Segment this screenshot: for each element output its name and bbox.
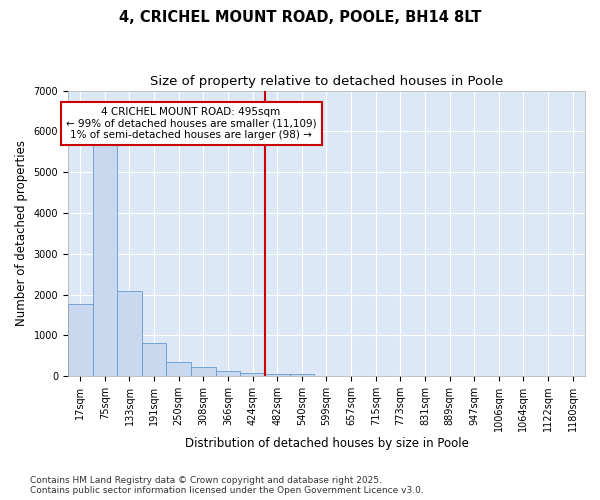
Bar <box>290 374 314 376</box>
Text: 4 CRICHEL MOUNT ROAD: 495sqm
← 99% of detached houses are smaller (11,109)
1% of: 4 CRICHEL MOUNT ROAD: 495sqm ← 99% of de… <box>66 107 316 140</box>
X-axis label: Distribution of detached houses by size in Poole: Distribution of detached houses by size … <box>185 437 469 450</box>
Bar <box>92 138 117 376</box>
Text: Contains HM Land Registry data © Crown copyright and database right 2025.
Contai: Contains HM Land Registry data © Crown c… <box>30 476 424 495</box>
Text: 4, CRICHEL MOUNT ROAD, POOLE, BH14 8LT: 4, CRICHEL MOUNT ROAD, POOLE, BH14 8LT <box>119 10 481 25</box>
Y-axis label: Number of detached properties: Number of detached properties <box>15 140 28 326</box>
Bar <box>240 372 265 376</box>
Bar <box>166 362 191 376</box>
Bar <box>117 291 142 376</box>
Bar <box>265 374 290 376</box>
Bar <box>68 304 92 376</box>
Bar <box>215 372 240 376</box>
Bar <box>191 368 215 376</box>
Title: Size of property relative to detached houses in Poole: Size of property relative to detached ho… <box>150 75 503 88</box>
Bar <box>142 343 166 376</box>
